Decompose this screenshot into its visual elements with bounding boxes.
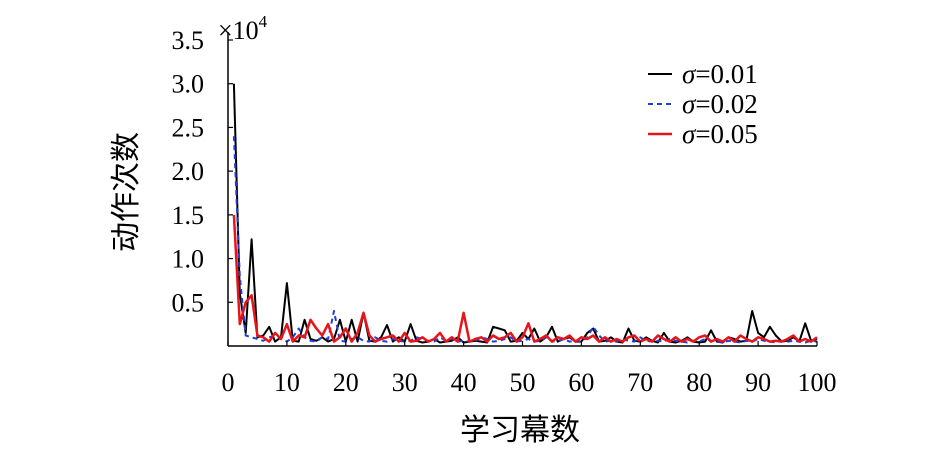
x-tick-label: 40 xyxy=(451,368,477,397)
legend-value: =0.01 xyxy=(695,59,757,89)
y-tick-label: 1.0 xyxy=(172,245,205,274)
legend-label-0: σ=0.01 xyxy=(682,59,758,89)
y-tick-label: 3.5 xyxy=(172,26,205,55)
multiplier-base: ×10 xyxy=(218,16,259,45)
x-tick-label: 80 xyxy=(686,368,712,397)
x-tick-label: 60 xyxy=(568,368,594,397)
multiplier-exponent: 4 xyxy=(259,12,268,31)
y-tick-label: 1.5 xyxy=(172,201,205,230)
x-tick-label: 100 xyxy=(798,368,837,397)
y-tick-label: 0.5 xyxy=(172,288,205,317)
legend-symbol: σ xyxy=(682,89,697,119)
series-line-2 xyxy=(232,214,818,343)
series-layer xyxy=(232,83,818,344)
y-tick-label: 2.5 xyxy=(172,113,205,142)
y-axis-title: 动作次数 xyxy=(109,132,144,252)
ticks-layer: 0 10 20 30 40 50 60 70 80 90 100 0.5 1.0 1.5 2.0 2.5 3.0… xyxy=(172,26,837,397)
x-tick-label: 0 xyxy=(222,368,235,397)
x-tick-label: 20 xyxy=(333,368,359,397)
y-tick-label: 3.0 xyxy=(172,70,205,99)
legend-label-1: σ=0.02 xyxy=(682,89,758,119)
x-tick-label: 10 xyxy=(274,368,300,397)
legend-value: =0.02 xyxy=(695,89,757,119)
x-tick-label: 50 xyxy=(510,368,536,397)
series-line-1 xyxy=(232,136,818,344)
x-axis-title: 学习幕数 xyxy=(460,413,580,448)
x-tick-label: 70 xyxy=(627,368,653,397)
multiplier-label: ×104 xyxy=(218,12,268,45)
legend-symbol: σ xyxy=(682,59,697,89)
legend-label-2: σ=0.05 xyxy=(682,119,758,149)
legend-value: =0.05 xyxy=(695,119,757,149)
y-tick-label: 2.0 xyxy=(172,157,205,186)
legend-symbol: σ xyxy=(682,119,697,149)
x-tick-label: 30 xyxy=(392,368,418,397)
legend: σ=0.01σ=0.02σ=0.05 xyxy=(648,59,758,149)
x-tick-label: 90 xyxy=(745,368,771,397)
